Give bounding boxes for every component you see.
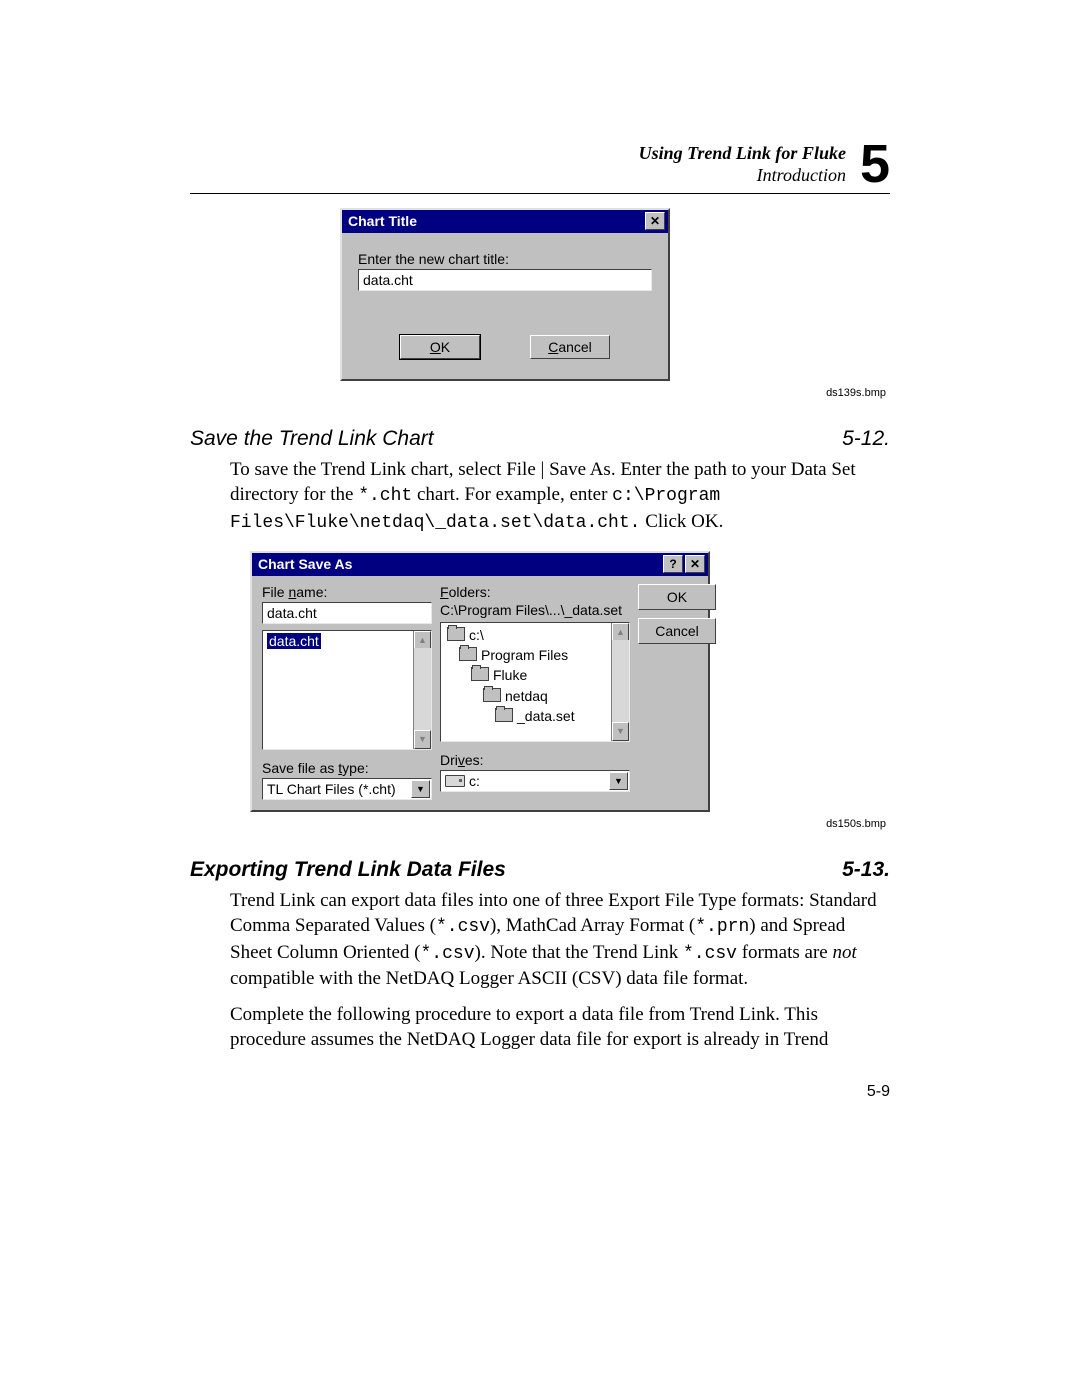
drives-combo[interactable]: c: ▼ [440, 770, 630, 792]
save-as-dialog-wrap: Chart Save As ? ✕ File name: data.cht [250, 551, 710, 812]
folder-icon [483, 688, 501, 702]
drives-label: Drives: [440, 752, 630, 768]
folders-label: Folders: [440, 584, 630, 600]
section1-title: Save the Trend Link Chart [190, 427, 434, 451]
filename-input[interactable]: data.cht [262, 602, 432, 624]
header-text: Using Trend Link for Fluke Introduction [639, 142, 846, 187]
p2j: not [832, 942, 856, 963]
dialog2-title-buttons: ? ✕ [663, 555, 705, 573]
p3: Complete the following procedure to expo… [230, 1002, 890, 1053]
p2g: ). Note that the Trend Link [475, 942, 683, 963]
type-label: Save file as type: [262, 760, 432, 776]
section1-body: To save the Trend Link chart, select Fil… [230, 457, 890, 535]
drives-value: c: [469, 773, 480, 789]
filename-value: data.cht [267, 605, 317, 621]
p2k: compatible with the NetDAQ Logger ASCII … [230, 968, 748, 989]
filename-listbox[interactable]: data.cht ▲ ▼ [262, 630, 432, 750]
header-line1: Using Trend Link for Fluke [639, 143, 846, 163]
ok-button[interactable]: OK [638, 584, 716, 610]
page-number: 5-9 [190, 1083, 890, 1101]
chart-title-dialog: Chart Title ✕ Enter the new chart title:… [340, 208, 670, 381]
folder-tree[interactable]: c:\ Program Files Fluke netdaq _data.set… [440, 622, 630, 742]
folder-icon [459, 647, 477, 661]
scroll-down-icon[interactable]: ▼ [612, 722, 629, 741]
folder-icon [471, 667, 489, 681]
help-icon[interactable]: ? [663, 555, 683, 573]
cancel-button[interactable]: Cancel [530, 335, 610, 359]
folder-icon [447, 627, 465, 641]
p1c: chart. For example, enter [412, 484, 612, 505]
dialog2-title: Chart Save As [258, 556, 352, 572]
ok-button[interactable]: OK [400, 335, 480, 359]
p1e: Click OK. [640, 511, 723, 532]
filetype-value: TL Chart Files (*.cht) [267, 781, 396, 797]
header-line2: Introduction [757, 165, 846, 185]
p2i: formats are [737, 942, 832, 963]
chart-title-input[interactable] [358, 269, 652, 291]
dialog2-body: File name: data.cht data.cht ▲ ▼ [252, 576, 708, 810]
section2-body: Trend Link can export data files into on… [230, 888, 890, 1053]
dialog2-titlebar: Chart Save As ? ✕ [252, 553, 708, 576]
tree-item[interactable]: netdaq [447, 686, 625, 706]
section1-num: 5-12. [842, 427, 890, 451]
drive-icon [445, 775, 465, 787]
section-heading-2: Exporting Trend Link Data Files 5-13. [190, 858, 890, 882]
figure-caption-2: ds150s.bmp [190, 818, 886, 830]
filename-label: File name: [262, 584, 432, 600]
folders-column: Folders: C:\Program Files\...\_data.set … [440, 584, 630, 792]
dialog1-titlebar: Chart Title ✕ [342, 210, 668, 233]
chevron-down-icon[interactable]: ▼ [411, 780, 430, 798]
p2d: *.prn [695, 917, 749, 937]
folders-path: C:\Program Files\...\_data.set [440, 602, 630, 618]
dialog1-body: Enter the new chart title: OK Cancel [342, 233, 668, 379]
dialog1-title: Chart Title [348, 213, 417, 229]
p2f: *.csv [421, 944, 475, 964]
filename-column: File name: data.cht data.cht ▲ ▼ [262, 584, 432, 800]
tree-item[interactable]: c:\ [447, 625, 625, 645]
filetype-combo[interactable]: TL Chart Files (*.cht) ▼ [262, 778, 432, 800]
close-icon[interactable]: ✕ [645, 212, 665, 230]
p2b: *.csv [436, 917, 490, 937]
folder-icon [495, 708, 513, 722]
cancel-button[interactable]: Cancel [638, 618, 716, 644]
tree-item[interactable]: Fluke [447, 665, 625, 685]
section2-title: Exporting Trend Link Data Files [190, 858, 506, 882]
chart-title-dialog-wrap: Chart Title ✕ Enter the new chart title:… [340, 208, 670, 381]
p2h: *.csv [683, 944, 737, 964]
tree-item[interactable]: Program Files [447, 645, 625, 665]
scroll-down-icon[interactable]: ▼ [414, 730, 431, 749]
page-header: Using Trend Link for Fluke Introduction … [190, 140, 890, 194]
figure-caption-1: ds139s.bmp [190, 387, 886, 399]
save-as-dialog: Chart Save As ? ✕ File name: data.cht [250, 551, 710, 812]
dialog1-prompt: Enter the new chart title: [358, 251, 652, 267]
section-heading-1: Save the Trend Link Chart 5-12. [190, 427, 890, 451]
chapter-number: 5 [860, 140, 890, 189]
close-icon[interactable]: ✕ [685, 555, 705, 573]
manual-page: Using Trend Link for Fluke Introduction … [0, 0, 1080, 1161]
dialog1-button-row: OK Cancel [358, 335, 652, 359]
scrollbar[interactable]: ▲ ▼ [611, 623, 629, 741]
dialog1-title-buttons: ✕ [645, 212, 665, 230]
chevron-down-icon[interactable]: ▼ [609, 772, 628, 790]
filename-list-item: data.cht [267, 633, 321, 649]
p1b: *.cht [358, 486, 412, 506]
scrollbar[interactable]: ▲ ▼ [413, 631, 431, 749]
section2-num: 5-13. [842, 858, 890, 882]
dialog2-button-column: OK Cancel [638, 584, 718, 652]
tree-item[interactable]: _data.set [447, 706, 625, 726]
p2c: ), MathCad Array Format ( [490, 915, 695, 936]
